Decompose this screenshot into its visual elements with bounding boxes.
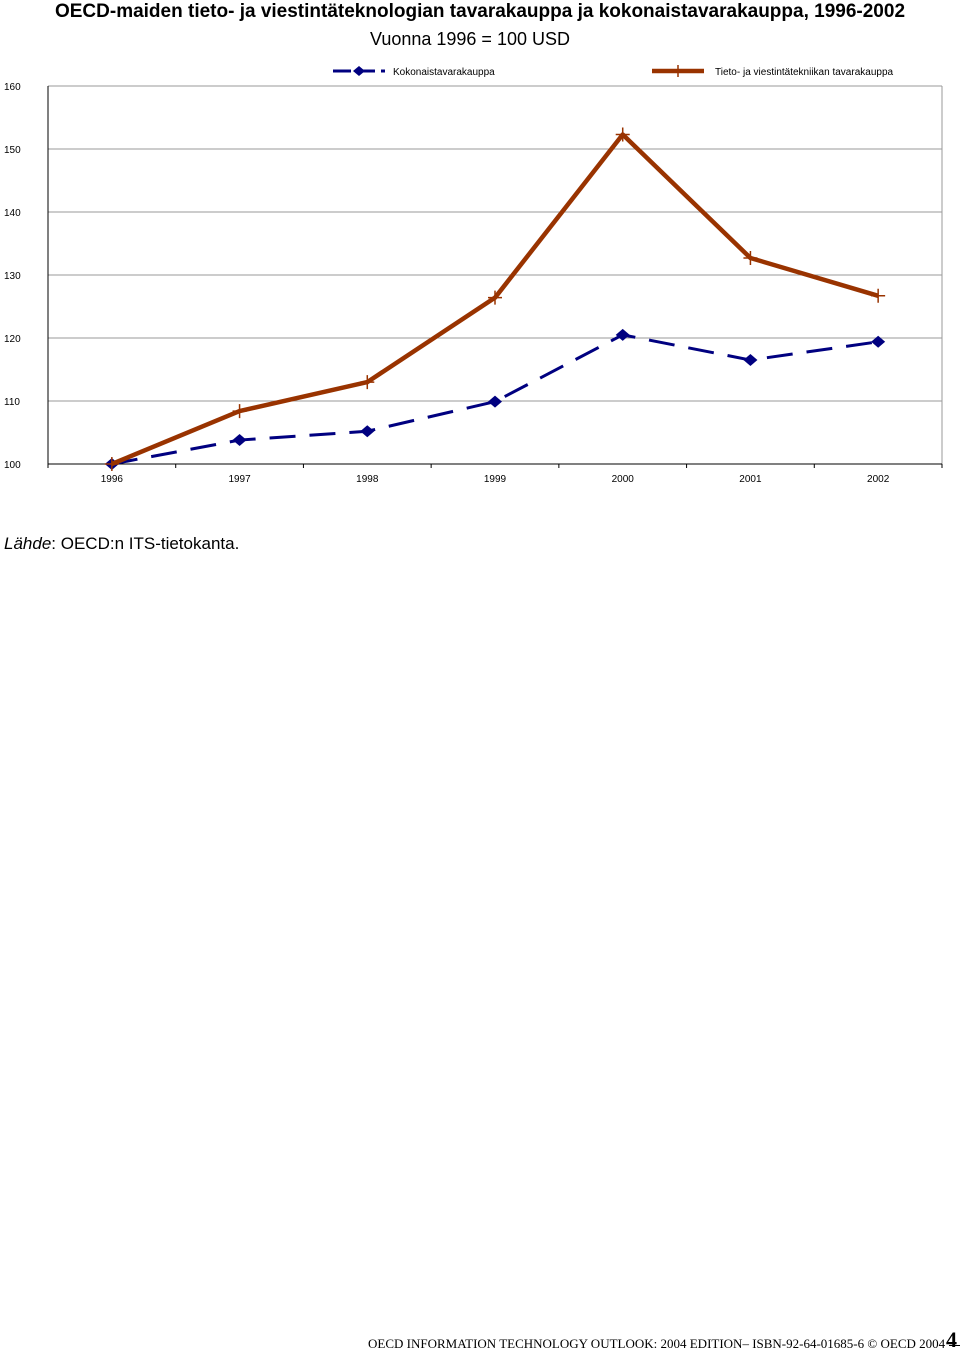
source-text: : OECD:n ITS-tietokanta. bbox=[51, 534, 240, 553]
data-point-diamond bbox=[871, 335, 886, 348]
data-point-diamond bbox=[232, 434, 247, 447]
page-number: 4 bbox=[946, 1327, 957, 1352]
data-point-plus bbox=[743, 250, 758, 265]
legend-label: Tieto- ja viestintätekniikan tavarakaupp… bbox=[715, 67, 894, 78]
x-tick-label: 2001 bbox=[739, 474, 762, 485]
y-tick-label: 140 bbox=[4, 208, 21, 219]
legend-marker-plus bbox=[672, 65, 684, 77]
y-tick-label: 130 bbox=[4, 271, 21, 282]
data-point-diamond bbox=[360, 425, 375, 438]
data-point-diamond bbox=[743, 354, 758, 367]
x-tick-label: 1999 bbox=[484, 474, 507, 485]
legend-marker-diamond bbox=[353, 66, 365, 76]
series-group bbox=[104, 127, 886, 471]
legend-item: Tieto- ja viestintätekniikan tavarakaupp… bbox=[652, 65, 894, 78]
y-tick-label: 100 bbox=[4, 460, 21, 471]
x-tick-label: 1998 bbox=[356, 474, 379, 485]
axes: 100 110 120 130 140 150 160 1996 1997 1998 1999 200… bbox=[4, 82, 943, 485]
y-tick-label: 110 bbox=[4, 397, 20, 408]
footer-dash bbox=[949, 1344, 960, 1346]
legend-label: Kokonaistavarakauppa bbox=[393, 67, 495, 78]
y-tick-label: 150 bbox=[4, 145, 21, 156]
series-2 bbox=[104, 127, 886, 471]
data-point-plus bbox=[232, 404, 247, 419]
legend-item: Kokonaistavarakauppa bbox=[333, 66, 495, 78]
source-note: Lähde: OECD:n ITS-tietokanta. bbox=[4, 533, 239, 555]
x-tick-label: 2002 bbox=[867, 474, 890, 485]
chart-title: OECD-maiden tieto- ja viestintäteknologi… bbox=[54, 1, 906, 22]
source-label: Lähde bbox=[4, 534, 52, 553]
x-tick-label: 2000 bbox=[612, 474, 635, 485]
y-tick-label: 120 bbox=[4, 334, 21, 345]
chart-subtitle: Vuonna 1996 = 100 USD bbox=[370, 29, 570, 49]
series-1 bbox=[104, 328, 886, 470]
legend: Kokonaistavarakauppa Tieto- ja viestintät… bbox=[333, 65, 894, 78]
footer-text: OECD INFORMATION TECHNOLOGY OUTLOOK: 200… bbox=[368, 1336, 946, 1351]
page-footer: OECD INFORMATION TECHNOLOGY OUTLOOK: 200… bbox=[368, 1336, 960, 1352]
line-chart: 100 110 120 130 140 150 160 1996 1997 1998 1999 200… bbox=[4, 65, 943, 485]
x-tick-label: 1996 bbox=[101, 474, 124, 485]
data-point-diamond bbox=[488, 395, 502, 408]
data-point-plus bbox=[104, 457, 119, 471]
data-point-diamond bbox=[615, 328, 630, 341]
data-point-plus bbox=[871, 288, 886, 303]
data-point-plus bbox=[360, 375, 375, 390]
y-tick-label: 160 bbox=[4, 82, 21, 93]
data-point-plus bbox=[615, 127, 630, 142]
x-tick-label: 1997 bbox=[228, 474, 251, 485]
gridlines bbox=[48, 85, 942, 402]
data-point-plus bbox=[488, 290, 502, 305]
